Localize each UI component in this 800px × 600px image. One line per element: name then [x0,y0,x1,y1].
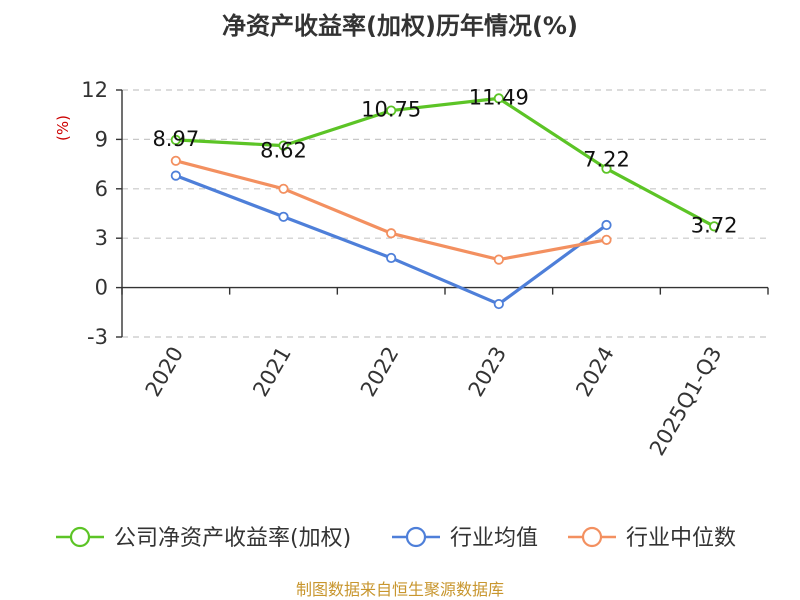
y-tick-label: 9 [95,127,108,151]
data-point [601,163,612,174]
data-point [170,155,181,166]
data-point [386,252,397,264]
legend-swatch-marker [581,526,603,548]
legend-label: 行业中位数 [626,526,736,551]
data-point [493,93,504,104]
data-point [170,170,181,181]
data-point [493,298,504,310]
data-point [278,140,289,151]
data-point [493,254,504,265]
legend-swatch-marker [405,526,427,548]
y-tick-label: 12 [81,78,108,102]
data-labels: 8.97 8.62 10.75 11.49 7.22 3.72 [152,85,737,237]
legend-label: 行业均值 [450,526,538,551]
x-tick-label: 2023 [464,343,512,401]
legend: 公司净资产收益率(加权) 行业均值 行业中位数 [56,526,736,551]
data-label: 8.97 [152,127,199,151]
x-tick-label: 2024 [571,343,619,401]
data-label: 3.72 [691,213,738,237]
data-point [601,219,612,231]
data-point [278,183,289,194]
y-axis-label: (%) [54,115,72,141]
y-tick-label: 3 [95,226,108,250]
data-label: 8.62 [260,139,307,163]
legend-label: 公司净资产收益率(加权) [114,526,351,551]
x-tick-label: 2020 [141,343,189,401]
data-point [709,221,720,232]
y-tick-label: 0 [95,276,108,300]
data-label: 7.22 [583,148,630,172]
data-label: 10.75 [361,98,421,122]
x-tick-label: 2025Q1-Q3 [645,343,727,460]
y-tick-label: 6 [95,177,108,201]
data-point [278,211,289,222]
series-line [175,159,607,262]
source-note: 制图数据来自恒生聚源数据库 [296,580,504,599]
data-label: 11.49 [469,85,529,109]
series-line [175,96,715,228]
data-point [386,105,397,116]
legend-swatch-marker [69,526,91,548]
x-tick-label: 2022 [356,343,404,401]
data-point [386,228,397,239]
data-point [601,234,612,245]
series-line [175,174,608,306]
x-tick-label: 2021 [248,343,296,401]
grid-lines [122,89,768,338]
y-tick-label: -3 [87,325,108,349]
chart-title: 净资产收益率(加权)历年情况(%) [222,12,578,40]
data-point [170,134,181,145]
series-layer [170,93,720,310]
